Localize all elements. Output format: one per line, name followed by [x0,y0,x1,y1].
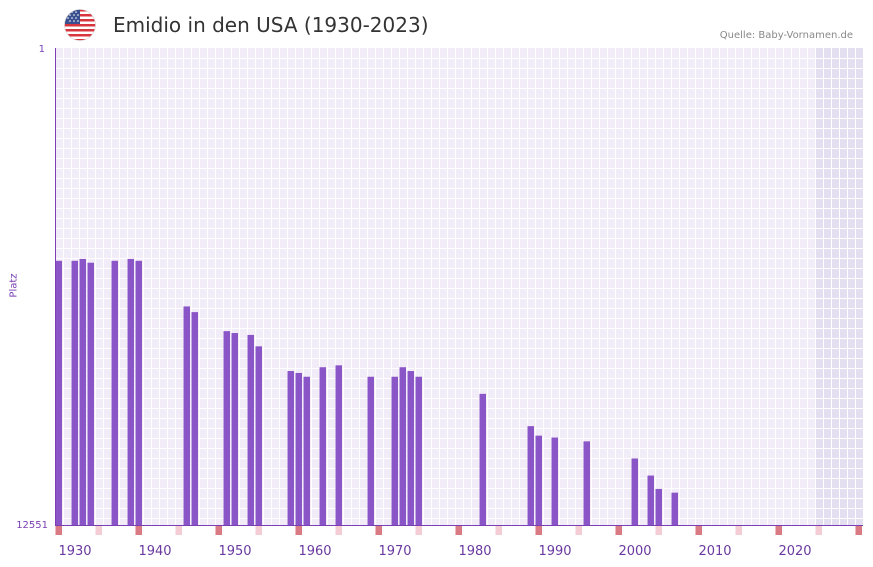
decade-markers [55,526,862,535]
decade-marker [855,526,862,535]
source-credit: Quelle: Baby-Vornamen.de [719,30,853,41]
bars [55,258,678,525]
x-tick-1950: 1950 [218,544,251,559]
bar-1973 [415,376,422,525]
bar-1961 [319,367,326,525]
half-decade-marker [735,526,742,535]
y-tick-bottom: 12551 [16,520,48,531]
bar-1970 [391,376,398,525]
bar-1994 [583,441,590,525]
decade-marker [295,526,302,535]
decade-marker [535,526,542,535]
decade-marker [775,526,782,535]
usa-flag-icon [64,9,96,41]
decade-marker [55,526,62,535]
bar-1930 [71,260,78,525]
x-tick-1960: 1960 [298,544,331,559]
chart-title: Emidio in den USA (1930-2023) [113,13,429,37]
y-tick-top: 1 [39,44,45,55]
decade-marker [455,526,462,535]
x-tick-1980: 1980 [458,544,491,559]
half-decade-marker [495,526,502,535]
bar-1953 [255,346,262,525]
bar-1935 [111,260,118,525]
decade-marker [375,526,382,535]
bar-2000 [631,458,638,525]
bar-1981 [479,393,486,525]
bar-2002 [647,475,654,525]
bar-1958 [295,372,302,525]
decade-marker [135,526,142,535]
x-tick-1990: 1990 [538,544,571,559]
bar-1959 [303,376,310,525]
half-decade-marker [655,526,662,535]
bar-1931 [79,258,86,525]
x-tick-2020: 2020 [778,544,811,559]
bar-1928 [55,260,62,525]
bar-1932 [87,262,94,525]
bar-1952 [247,334,254,525]
half-decade-marker [255,526,262,535]
bar-2005 [671,492,678,525]
decade-marker [695,526,702,535]
half-decade-marker [95,526,102,535]
x-tick-2010: 2010 [698,544,731,559]
bar-1967 [367,376,374,525]
bar-1990 [551,437,558,525]
x-tick-labels: 1930 1940 1950 1960 1970 1980 1990 2000 2010 2020 [58,544,811,559]
half-decade-marker [815,526,822,535]
bar-2003 [655,488,662,525]
bar-1963 [335,365,342,525]
x-tick-1970: 1970 [378,544,411,559]
bar-1938 [135,260,142,525]
bar-1971 [399,367,406,525]
half-decade-marker [415,526,422,535]
bar-1945 [191,312,198,525]
bar-1937 [127,258,134,525]
bar-1944 [183,306,190,525]
bar-1949 [223,331,230,525]
bar-1957 [287,371,294,525]
bar-1987 [527,426,534,525]
x-tick-1930: 1930 [58,544,91,559]
decade-marker [615,526,622,535]
x-tick-2000: 2000 [618,544,651,559]
half-decade-marker [175,526,182,535]
plot-background [55,48,863,525]
half-decade-marker [335,526,342,535]
bar-1972 [407,371,414,525]
decade-marker [215,526,222,535]
x-tick-1940: 1940 [138,544,171,559]
bar-1950 [231,333,238,525]
half-decade-marker [575,526,582,535]
bar-1988 [535,435,542,525]
